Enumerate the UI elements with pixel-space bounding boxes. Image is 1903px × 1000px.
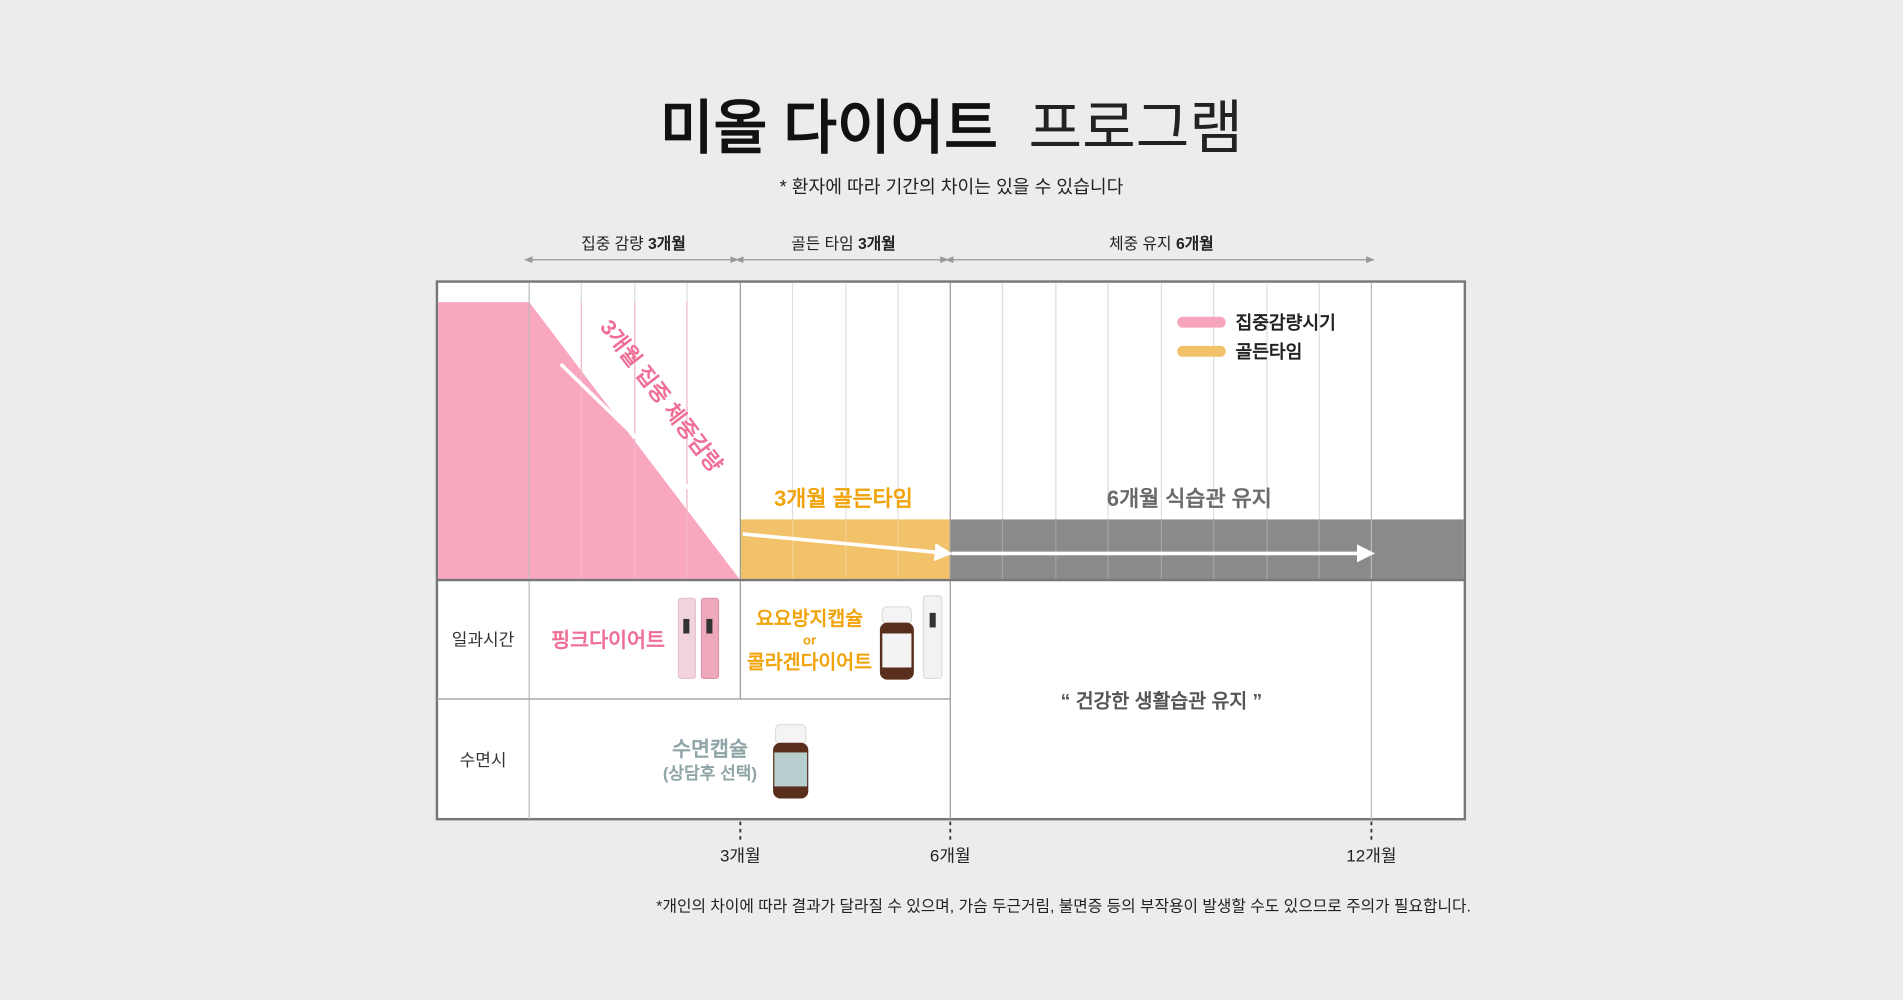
row-label-daytime: 일과시간 [452, 631, 515, 650]
footer-note: *개인의 차이에 따라 결과가 달라질 수 있으며, 가슴 두근거림, 불면증 … [656, 897, 1471, 915]
legend: 집중감량시기 골든타임 [1177, 313, 1336, 362]
product-sleep-note: (상담후 선택) [663, 763, 757, 783]
period-label-maintain: 체중 유지 6개월 [1109, 234, 1214, 253]
product-or: or [803, 632, 816, 647]
trend-arrows [559, 362, 1376, 563]
sleep-capsule-bottle-image [773, 723, 809, 799]
page-subtitle: * 환자에 따라 기간의 차이는 있을 수 있습니다 [780, 177, 1124, 197]
axis-tick-6m: 6개월 [930, 847, 971, 866]
axis-tick-marks [739, 821, 1373, 842]
legend-swatch-pink [1177, 316, 1226, 328]
maintain-band [950, 519, 1464, 581]
collagen-stick-pouch-image [922, 595, 943, 680]
period-label-golden: 골든 타임 3개월 [791, 234, 896, 253]
intensive-band [438, 302, 741, 581]
product-sleep-capsule: 수면캡슐 [672, 738, 748, 761]
phase3-label: 6개월 식습관 유지 [1107, 486, 1272, 511]
legend-swatch-orange [1177, 345, 1226, 357]
legend-label-intensive: 집중감량시기 [1235, 313, 1335, 333]
axis-tick-12m: 12개월 [1346, 847, 1396, 866]
pink-stick-pouches-image [677, 597, 720, 680]
phase2-label: 3개월 골든타임 [774, 486, 913, 511]
period-label-intensive: 집중 감량 3개월 [581, 234, 686, 253]
yoyo-capsule-bottle-image [879, 606, 914, 680]
legend-label-golden: 골든타임 [1235, 342, 1302, 362]
product-pink-diet: 핑크다이어트 [551, 629, 665, 652]
product-yoyo-capsule: 요요방지캡슐 [756, 608, 863, 630]
maintain-habit-text: “ 건강한 생활습관 유지 ” [1061, 691, 1263, 713]
page-title: 미올 다이어트 프로그램 [660, 96, 1243, 161]
row-label-sleep: 수면시 [460, 751, 507, 770]
axis-tick-3m: 3개월 [720, 847, 761, 866]
product-collagen-diet: 콜라겐다이어트 [747, 652, 872, 674]
